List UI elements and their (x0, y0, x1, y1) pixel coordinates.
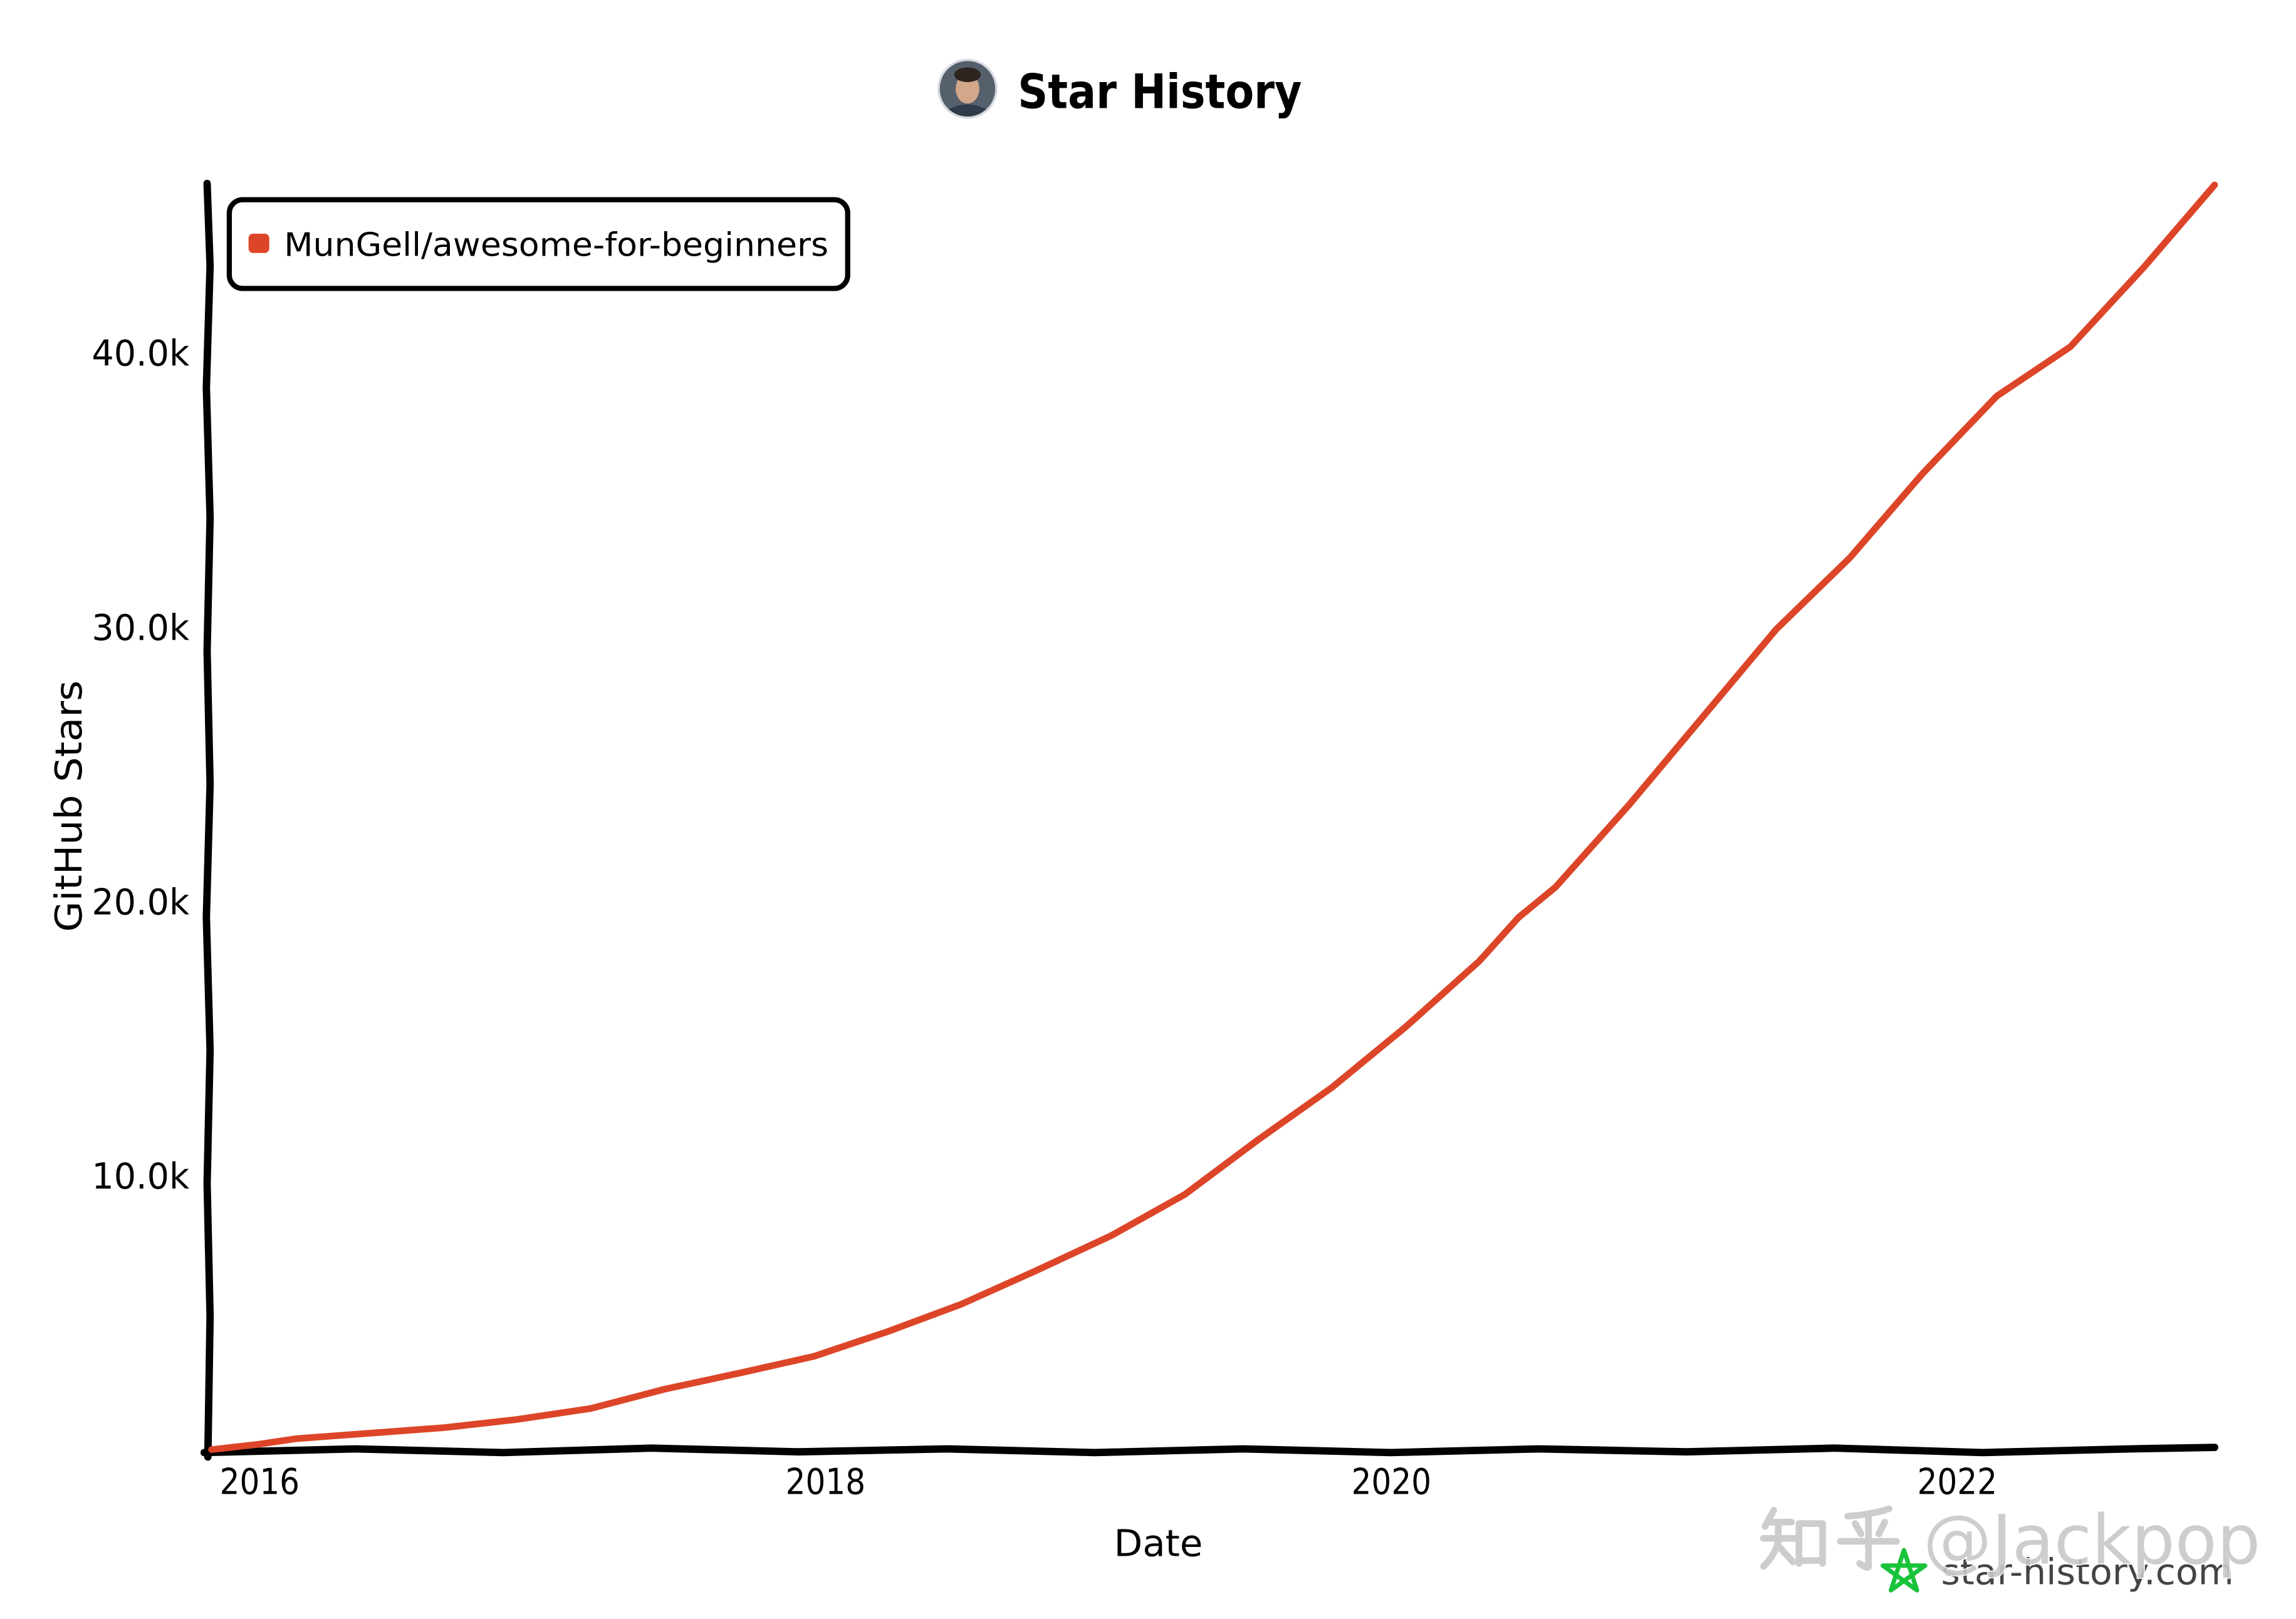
owner-avatar (937, 58, 998, 119)
x-tick-label: 2016 (220, 1461, 300, 1502)
tick-labels: 10.0k 20.0k 30.0k 40.0k 2016 2018 2020 2022 (91, 333, 1997, 1502)
avatar-border (937, 58, 998, 119)
y-axis-line (202, 179, 214, 1461)
series-line (208, 181, 2218, 1453)
y-tick-label: 30.0k (91, 607, 189, 648)
site-name: star-history.com (1941, 1551, 2233, 1593)
x-axis-title: Date (1114, 1522, 1203, 1565)
x-tick-label: 2018 (786, 1461, 865, 1502)
y-tick-label: 40.0k (91, 333, 189, 374)
legend-label: MunGell/awesome-for-beginners (284, 226, 828, 264)
y-tick-label: 20.0k (91, 882, 189, 923)
watermark-handle: @Jackpop (1923, 1500, 2260, 1580)
zhihu-watermark-logo (1760, 1505, 1900, 1571)
y-tick-label: 10.0k (91, 1156, 189, 1197)
series-group (208, 181, 2218, 1453)
chart-title: Star History (1018, 64, 1302, 119)
watermark-glyph-zhi (1760, 1507, 1826, 1570)
y-axis-title: GitHub Stars (47, 680, 90, 932)
axes (200, 179, 2219, 1461)
star-logo-icon (1881, 1548, 1928, 1593)
legend-box (226, 197, 850, 291)
legend: MunGell/awesome-for-beginners (226, 197, 850, 291)
avatar-hair (954, 67, 981, 83)
chart-header: Star History (937, 58, 1302, 119)
legend-swatch (248, 234, 269, 253)
watermark: @Jackpop (1760, 1499, 2262, 1581)
watermark-glyph-hu (1837, 1505, 1900, 1571)
x-axis-line (200, 1444, 2219, 1457)
x-tick-label: 2020 (1352, 1461, 1431, 1502)
avatar-shoulders (948, 104, 987, 117)
x-tick-label: 2022 (1918, 1461, 1997, 1502)
avatar-face (956, 74, 979, 104)
star-history-brand: star-history.com (1881, 1548, 2234, 1593)
